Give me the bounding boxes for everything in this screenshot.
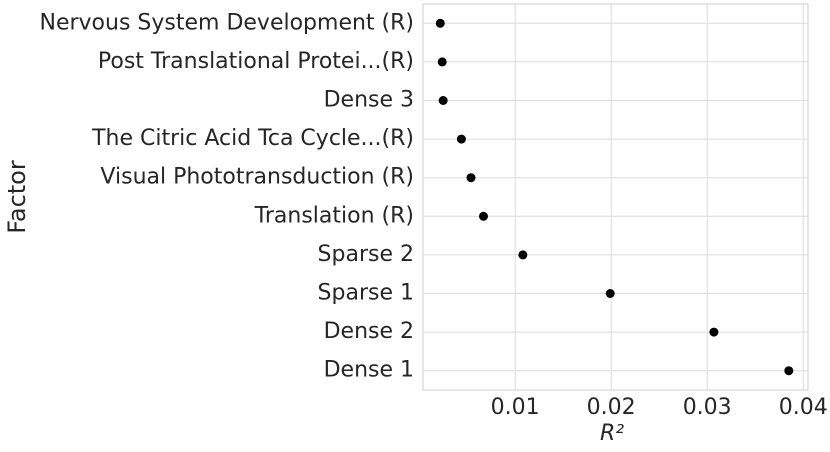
y-tick-label: Dense 3 bbox=[324, 88, 414, 113]
dot bbox=[478, 211, 488, 221]
dot bbox=[709, 327, 719, 337]
dot bbox=[435, 18, 445, 28]
x-tick-label: 0.04 bbox=[779, 395, 828, 420]
y-tick-label: Visual Phototransduction (R) bbox=[100, 165, 414, 190]
y-tick-label: Dense 2 bbox=[324, 319, 414, 344]
y-tick-label: Sparse 2 bbox=[318, 242, 414, 267]
dot bbox=[438, 96, 448, 105]
y-tick-label: Translation (R) bbox=[254, 203, 414, 228]
plot-frame bbox=[422, 3, 809, 391]
x-tick-label: 0.01 bbox=[491, 395, 540, 420]
x-tick-label: 0.03 bbox=[683, 395, 732, 420]
dot bbox=[437, 57, 447, 67]
y-tick-label: The Citric Acid Tca Cycle...(R) bbox=[91, 126, 414, 151]
x-axis-label: R² bbox=[600, 421, 624, 446]
x-tick-label: 0.02 bbox=[587, 395, 636, 420]
dot bbox=[518, 250, 528, 260]
y-tick-label: Nervous System Development (R) bbox=[40, 10, 415, 35]
dot bbox=[466, 173, 476, 183]
y-tick-label: Post Translational Protei...(R) bbox=[98, 49, 414, 74]
y-tick-label: Dense 1 bbox=[324, 358, 414, 383]
dot bbox=[456, 134, 466, 144]
dot bbox=[784, 366, 794, 376]
y-tick-label: Sparse 1 bbox=[318, 281, 414, 306]
dot bbox=[605, 289, 615, 298]
y-axis-label: Factor bbox=[3, 160, 31, 234]
